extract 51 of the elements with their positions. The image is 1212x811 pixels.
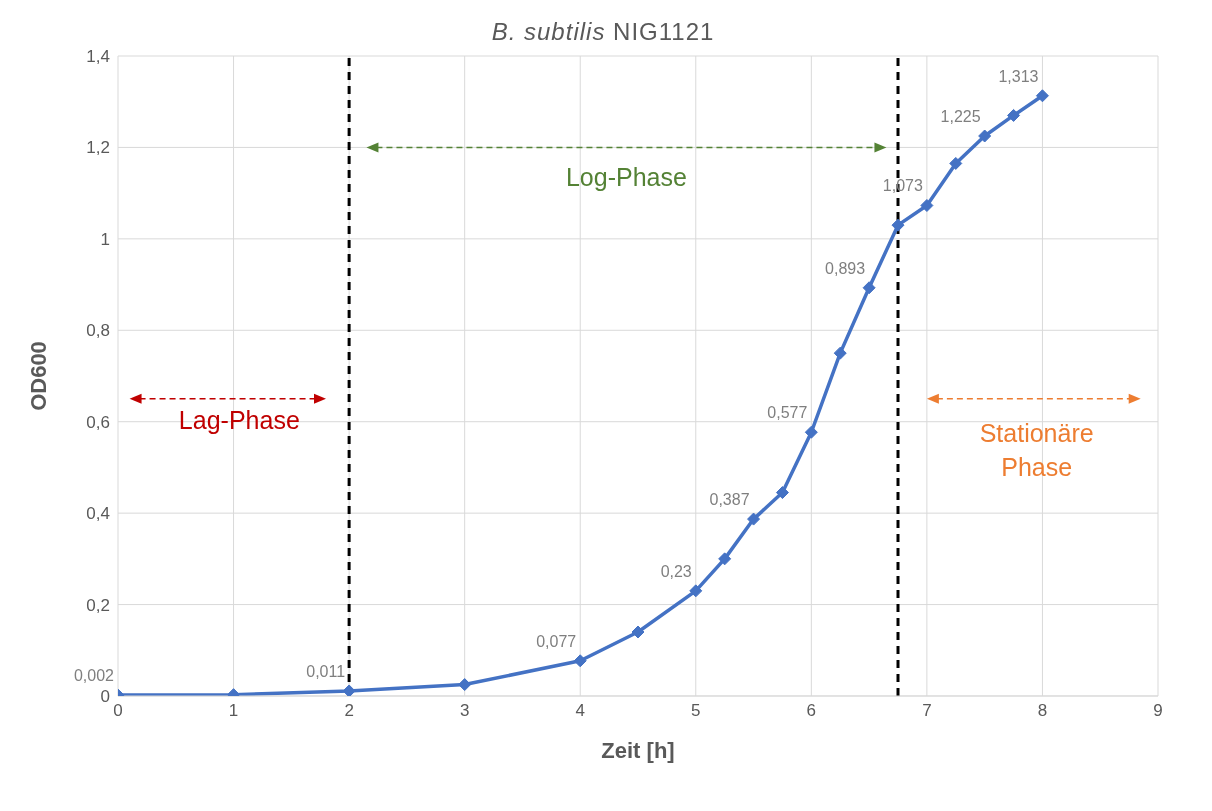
point [631, 625, 645, 639]
y-tick-label: 0,4 [86, 504, 110, 524]
y-tick-label: 0,6 [86, 412, 110, 432]
x-tick-label: 4 [575, 701, 585, 721]
data-label: 1,313 [998, 67, 1039, 85]
x-tick-label: 2 [344, 701, 354, 721]
point [718, 552, 732, 566]
x-tick-label: 6 [806, 701, 817, 721]
point [342, 684, 356, 696]
point [978, 129, 992, 143]
x-tick-label: 7 [922, 701, 932, 721]
y-tick-label: 1,2 [86, 138, 110, 158]
annotation: Log-Phase [565, 163, 687, 191]
data-label: 0,387 [709, 491, 750, 509]
data-label: 0,577 [767, 404, 808, 422]
data-label: 0,077 [536, 632, 577, 650]
x-axis-title: Zeit [h] [601, 738, 675, 763]
y-tick-label: 1,4 [86, 47, 110, 67]
y-tick-label: 0 [100, 687, 110, 707]
x-tick-label: 1 [228, 701, 239, 721]
annotation: Stationäre Phase [979, 418, 1094, 481]
point [1035, 89, 1049, 103]
point [747, 512, 761, 526]
data-label: 1,073 [882, 177, 923, 195]
y-tick-label: 0,2 [86, 595, 110, 615]
x-tick-label: 3 [459, 701, 470, 721]
point [920, 198, 934, 212]
chart-title: B. subtilis NIG1121 [491, 18, 715, 45]
point [804, 425, 818, 439]
point [833, 346, 847, 360]
data-label: 0,23 [660, 562, 692, 580]
point [949, 156, 963, 170]
data-label: 0,011 [306, 662, 346, 680]
x-tick-label: 5 [691, 701, 701, 721]
x-tick-label: 8 [1037, 701, 1048, 721]
annotation: Lag-Phase [178, 405, 300, 434]
point [862, 281, 876, 295]
y-tick-label: 0,8 [86, 321, 110, 341]
x-tick-label: 9 [1153, 701, 1163, 721]
data-label: 0,893 [825, 259, 866, 277]
point [689, 584, 703, 598]
x-tick-label: 0 [113, 701, 123, 721]
y-tick-label: 1 [100, 229, 110, 249]
y-axis-title: OD600 [25, 341, 51, 411]
data-label: 0,002 [73, 667, 115, 685]
point [573, 654, 587, 668]
point [775, 486, 789, 500]
point [458, 678, 472, 692]
point [891, 218, 905, 232]
data-label: 1,225 [940, 108, 981, 125]
point [1007, 108, 1021, 122]
